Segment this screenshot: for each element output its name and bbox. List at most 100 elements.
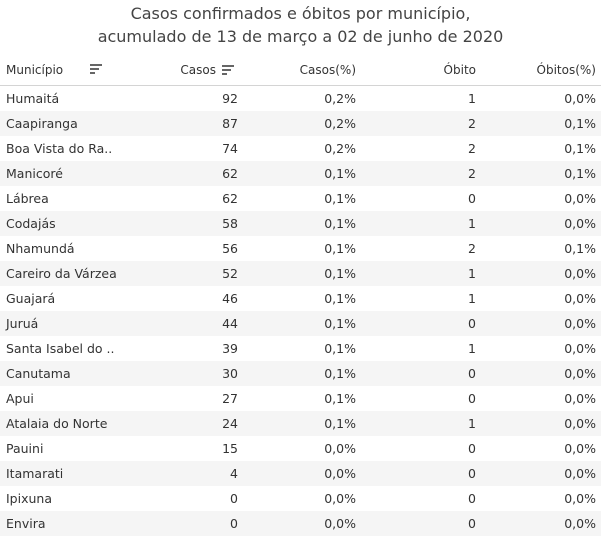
cell-obito: 0 bbox=[468, 191, 476, 206]
table-row[interactable]: Careiro da Várzea 52 0,1% 1 0,0% bbox=[0, 261, 601, 286]
header-obito[interactable]: Óbito bbox=[443, 63, 476, 77]
table-row[interactable]: Envira 0 0,0% 0 0,0% bbox=[0, 511, 601, 536]
cell-obitos-pct: 0,1% bbox=[564, 141, 596, 156]
cell-casos-pct: 0,1% bbox=[324, 266, 356, 281]
cell-casos-pct: 0,2% bbox=[324, 91, 356, 106]
cell-casos: 74 bbox=[222, 141, 238, 156]
cell-municipio: Guajará bbox=[6, 291, 56, 306]
cell-casos: 58 bbox=[222, 216, 238, 231]
cell-casos: 92 bbox=[222, 91, 238, 106]
cell-obitos-pct: 0,0% bbox=[564, 416, 596, 431]
cell-municipio: Santa Isabel do .. bbox=[6, 341, 115, 356]
table-row[interactable]: Juruá 44 0,1% 0 0,0% bbox=[0, 311, 601, 336]
cell-municipio: Manicoré bbox=[6, 166, 63, 181]
table-row[interactable]: Caapiranga 87 0,2% 2 0,1% bbox=[0, 111, 601, 136]
cell-obitos-pct: 0,0% bbox=[564, 366, 596, 381]
cell-municipio: Lábrea bbox=[6, 191, 49, 206]
cell-obitos-pct: 0,0% bbox=[564, 391, 596, 406]
cell-obito: 1 bbox=[468, 266, 476, 281]
cell-casos-pct: 0,1% bbox=[324, 341, 356, 356]
sort-icon[interactable] bbox=[90, 64, 102, 75]
cell-obito: 0 bbox=[468, 366, 476, 381]
cell-casos: 24 bbox=[222, 416, 238, 431]
table-row[interactable]: Ipixuna 0 0,0% 0 0,0% bbox=[0, 486, 601, 511]
table-row[interactable]: Manicoré 62 0,1% 2 0,1% bbox=[0, 161, 601, 186]
table-row[interactable]: Codajás 58 0,1% 1 0,0% bbox=[0, 211, 601, 236]
cell-casos-pct: 0,1% bbox=[324, 241, 356, 256]
cell-casos-pct: 0,0% bbox=[324, 441, 356, 456]
table-row[interactable]: Itamarati 4 0,0% 0 0,0% bbox=[0, 461, 601, 486]
cell-casos-pct: 0,2% bbox=[324, 141, 356, 156]
cell-municipio: Caapiranga bbox=[6, 116, 78, 131]
cell-obito: 1 bbox=[468, 341, 476, 356]
cell-casos: 27 bbox=[222, 391, 238, 406]
cell-municipio: Humaitá bbox=[6, 91, 60, 106]
cell-obito: 2 bbox=[468, 241, 476, 256]
cell-obitos-pct: 0,0% bbox=[564, 291, 596, 306]
cell-casos: 39 bbox=[222, 341, 238, 356]
cell-casos-pct: 0,1% bbox=[324, 366, 356, 381]
cell-obitos-pct: 0,0% bbox=[564, 216, 596, 231]
cell-casos-pct: 0,0% bbox=[324, 516, 356, 531]
cell-casos-pct: 0,2% bbox=[324, 116, 356, 131]
table-row[interactable]: Guajará 46 0,1% 1 0,0% bbox=[0, 286, 601, 311]
cell-casos-pct: 0,1% bbox=[324, 316, 356, 331]
cell-obito: 2 bbox=[468, 141, 476, 156]
chart-subtitle: acumulado de 13 de março a 02 de junho d… bbox=[97, 27, 504, 46]
cell-casos-pct: 0,1% bbox=[324, 216, 356, 231]
cell-casos-pct: 0,1% bbox=[324, 191, 356, 206]
cell-obito: 0 bbox=[468, 491, 476, 506]
cell-casos: 56 bbox=[222, 241, 238, 256]
table-row[interactable]: Apui 27 0,1% 0 0,0% bbox=[0, 386, 601, 411]
table-row[interactable]: Atalaia do Norte 24 0,1% 1 0,0% bbox=[0, 411, 601, 436]
cell-municipio: Careiro da Várzea bbox=[6, 266, 117, 281]
table-row[interactable]: Canutama 30 0,1% 0 0,0% bbox=[0, 361, 601, 386]
cell-obito: 1 bbox=[468, 291, 476, 306]
chart-title: Casos confirmados e óbitos por município… bbox=[130, 4, 471, 23]
cell-casos: 30 bbox=[222, 366, 238, 381]
cell-obitos-pct: 0,0% bbox=[564, 516, 596, 531]
cell-obito: 0 bbox=[468, 466, 476, 481]
cell-municipio: Apui bbox=[6, 391, 34, 406]
table-row[interactable]: Humaitá 92 0,2% 1 0,0% bbox=[0, 86, 601, 111]
cell-obitos-pct: 0,0% bbox=[564, 91, 596, 106]
cell-obitos-pct: 0,0% bbox=[564, 266, 596, 281]
municipality-table: Município Casos Casos(%) Óbito Óbitos(%)… bbox=[0, 58, 601, 536]
table-row[interactable]: Pauini 15 0,0% 0 0,0% bbox=[0, 436, 601, 461]
cell-obito: 0 bbox=[468, 316, 476, 331]
table-row[interactable]: Santa Isabel do .. 39 0,1% 1 0,0% bbox=[0, 336, 601, 361]
table-body: Humaitá 92 0,2% 1 0,0% Caapiranga 87 0,2% 2 0,1% B… bbox=[0, 86, 601, 536]
table-row[interactable]: Nhamundá 56 0,1% 2 0,1% bbox=[0, 236, 601, 261]
cell-obitos-pct: 0,0% bbox=[564, 191, 596, 206]
table-row[interactable]: Boa Vista do Ra.. 74 0,2% 2 0,1% bbox=[0, 136, 601, 161]
cell-casos: 52 bbox=[222, 266, 238, 281]
cell-municipio: Pauini bbox=[6, 441, 44, 456]
cell-municipio: Envira bbox=[6, 516, 46, 531]
header-municipio[interactable]: Município bbox=[6, 63, 64, 77]
table-row[interactable]: Lábrea 62 0,1% 0 0,0% bbox=[0, 186, 601, 211]
cell-casos: 15 bbox=[222, 441, 238, 456]
cell-casos-pct: 0,0% bbox=[324, 466, 356, 481]
cell-municipio: Itamarati bbox=[6, 466, 64, 481]
cell-casos: 46 bbox=[222, 291, 238, 306]
cell-obitos-pct: 0,0% bbox=[564, 441, 596, 456]
cell-casos-pct: 0,1% bbox=[324, 416, 356, 431]
cell-municipio: Boa Vista do Ra.. bbox=[6, 141, 113, 156]
cell-obito: 1 bbox=[468, 216, 476, 231]
cell-casos-pct: 0,1% bbox=[324, 391, 356, 406]
cell-obitos-pct: 0,1% bbox=[564, 116, 596, 131]
cell-municipio: Juruá bbox=[6, 316, 39, 331]
cell-obitos-pct: 0,1% bbox=[564, 166, 596, 181]
cell-casos: 44 bbox=[222, 316, 238, 331]
cell-municipio: Codajás bbox=[6, 216, 56, 231]
header-obitos-pct[interactable]: Óbitos(%) bbox=[536, 63, 596, 77]
table-header: Município Casos Casos(%) Óbito Óbitos(%) bbox=[0, 58, 601, 86]
cell-obito: 1 bbox=[468, 416, 476, 431]
sort-descending-icon[interactable] bbox=[222, 65, 234, 76]
header-casos[interactable]: Casos bbox=[180, 63, 216, 77]
cell-obitos-pct: 0,0% bbox=[564, 316, 596, 331]
header-casos-pct[interactable]: Casos(%) bbox=[299, 63, 356, 77]
cell-obito: 2 bbox=[468, 166, 476, 181]
cell-casos-pct: 0,1% bbox=[324, 166, 356, 181]
cell-casos: 0 bbox=[230, 516, 238, 531]
